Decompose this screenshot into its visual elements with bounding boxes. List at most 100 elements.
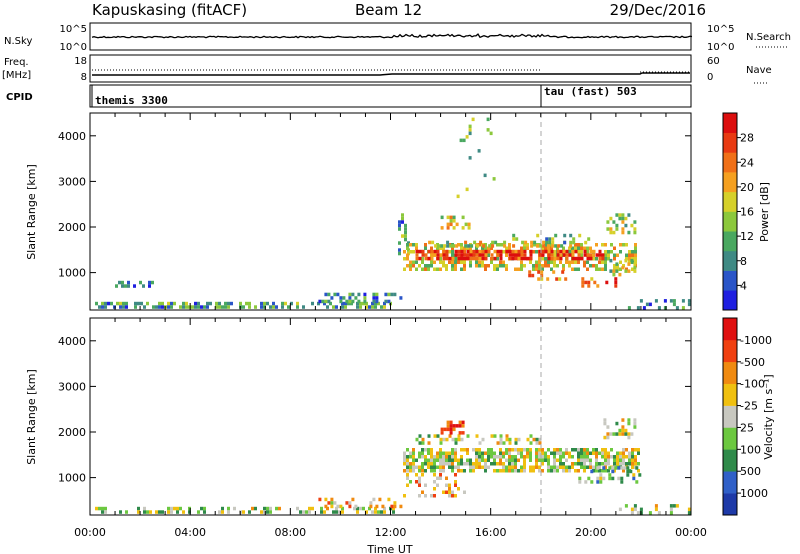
velocity-ylabel: Slant Range [km] bbox=[25, 369, 38, 465]
data-cell bbox=[460, 253, 464, 257]
data-cell bbox=[454, 264, 457, 268]
data-cell bbox=[577, 250, 580, 254]
data-cell bbox=[424, 455, 427, 459]
data-cell bbox=[619, 455, 622, 459]
data-cell bbox=[403, 455, 406, 459]
data-cell bbox=[308, 506, 311, 511]
data-cell bbox=[116, 301, 119, 306]
data-cell bbox=[383, 305, 386, 309]
data-cell bbox=[424, 264, 427, 268]
data-cell bbox=[535, 462, 538, 466]
data-cell bbox=[577, 256, 581, 261]
data-cell bbox=[478, 441, 482, 445]
data-cell bbox=[399, 504, 403, 509]
data-cell bbox=[586, 256, 590, 261]
data-cell bbox=[272, 301, 275, 306]
data-cell bbox=[430, 260, 433, 264]
data-cell bbox=[415, 253, 419, 257]
data-cell bbox=[577, 458, 580, 462]
data-cell bbox=[631, 257, 634, 261]
data-cell bbox=[472, 465, 475, 469]
data-cell bbox=[200, 506, 203, 511]
data-cell bbox=[439, 246, 442, 250]
data-cell bbox=[459, 138, 463, 143]
data-cell bbox=[375, 504, 379, 509]
data-cell bbox=[633, 421, 637, 426]
data-cell bbox=[529, 451, 532, 455]
data-cell bbox=[595, 243, 598, 247]
data-cell bbox=[592, 451, 595, 455]
data-cell bbox=[170, 301, 173, 306]
data-cell bbox=[263, 506, 266, 511]
data-cell bbox=[412, 469, 415, 473]
colorbar-tick-label: 28 bbox=[740, 132, 754, 145]
data-cell bbox=[540, 270, 544, 274]
data-cell bbox=[481, 260, 484, 264]
data-cell bbox=[553, 264, 556, 268]
data-cell bbox=[551, 244, 555, 248]
data-cell bbox=[448, 490, 451, 494]
data-cell bbox=[451, 462, 454, 466]
nave-tick-bottom: 0 bbox=[707, 72, 713, 83]
data-cell bbox=[532, 264, 535, 268]
data-cell bbox=[601, 260, 604, 264]
data-cell bbox=[529, 465, 532, 469]
data-cell bbox=[421, 441, 425, 445]
data-cell bbox=[406, 455, 409, 459]
data-cell bbox=[188, 506, 191, 511]
data-cell bbox=[461, 431, 465, 435]
data-cell bbox=[460, 249, 464, 254]
data-cell bbox=[565, 448, 568, 452]
data-cell bbox=[472, 253, 476, 257]
station-title: Kapuskasing (fitACF) bbox=[92, 1, 247, 19]
data-cell bbox=[508, 441, 512, 445]
data-cell bbox=[430, 458, 433, 462]
data-cell bbox=[521, 240, 525, 245]
data-cell bbox=[598, 451, 601, 455]
data-cell bbox=[339, 504, 343, 509]
data-cell bbox=[430, 465, 433, 469]
data-cell bbox=[424, 253, 428, 257]
data-cell bbox=[433, 249, 437, 254]
data-cell bbox=[503, 240, 507, 245]
cpid-strip-frame bbox=[89, 84, 692, 108]
data-cell bbox=[654, 507, 658, 512]
data-cell bbox=[445, 476, 448, 480]
data-cell bbox=[613, 267, 616, 271]
data-cell bbox=[454, 455, 457, 459]
x-tick-label: 04:00 bbox=[174, 526, 206, 539]
data-cell bbox=[609, 258, 613, 263]
data-cell bbox=[466, 253, 470, 257]
data-cell bbox=[556, 458, 559, 462]
data-cell bbox=[615, 213, 619, 217]
data-cell bbox=[468, 124, 472, 129]
data-cell bbox=[517, 451, 520, 455]
data-cell bbox=[596, 476, 600, 481]
data-cell bbox=[508, 465, 511, 469]
data-cell bbox=[215, 305, 218, 309]
data-cell bbox=[583, 253, 587, 257]
data-cell bbox=[446, 427, 450, 432]
colorbar-segment bbox=[723, 172, 737, 193]
data-cell bbox=[457, 487, 460, 491]
data-cell bbox=[454, 249, 458, 254]
data-cell bbox=[478, 253, 482, 257]
data-cell bbox=[466, 458, 469, 462]
data-cell bbox=[627, 418, 631, 422]
data-cell bbox=[547, 256, 551, 261]
data-cell bbox=[466, 246, 469, 250]
data-cell bbox=[424, 448, 427, 452]
data-cell bbox=[406, 462, 409, 466]
data-cell bbox=[155, 305, 158, 309]
data-cell bbox=[499, 451, 502, 455]
data-cell bbox=[490, 434, 494, 438]
data-cell bbox=[624, 269, 628, 273]
data-cell bbox=[377, 301, 380, 306]
data-cell bbox=[473, 240, 477, 245]
data-cell bbox=[523, 249, 527, 254]
data-cell bbox=[487, 448, 490, 452]
data-cell bbox=[409, 267, 412, 271]
data-cell bbox=[627, 435, 631, 440]
data-cell bbox=[406, 257, 409, 261]
data-cell bbox=[245, 301, 248, 306]
